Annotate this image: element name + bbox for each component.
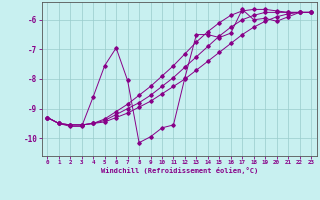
X-axis label: Windchill (Refroidissement éolien,°C): Windchill (Refroidissement éolien,°C) — [100, 167, 258, 174]
